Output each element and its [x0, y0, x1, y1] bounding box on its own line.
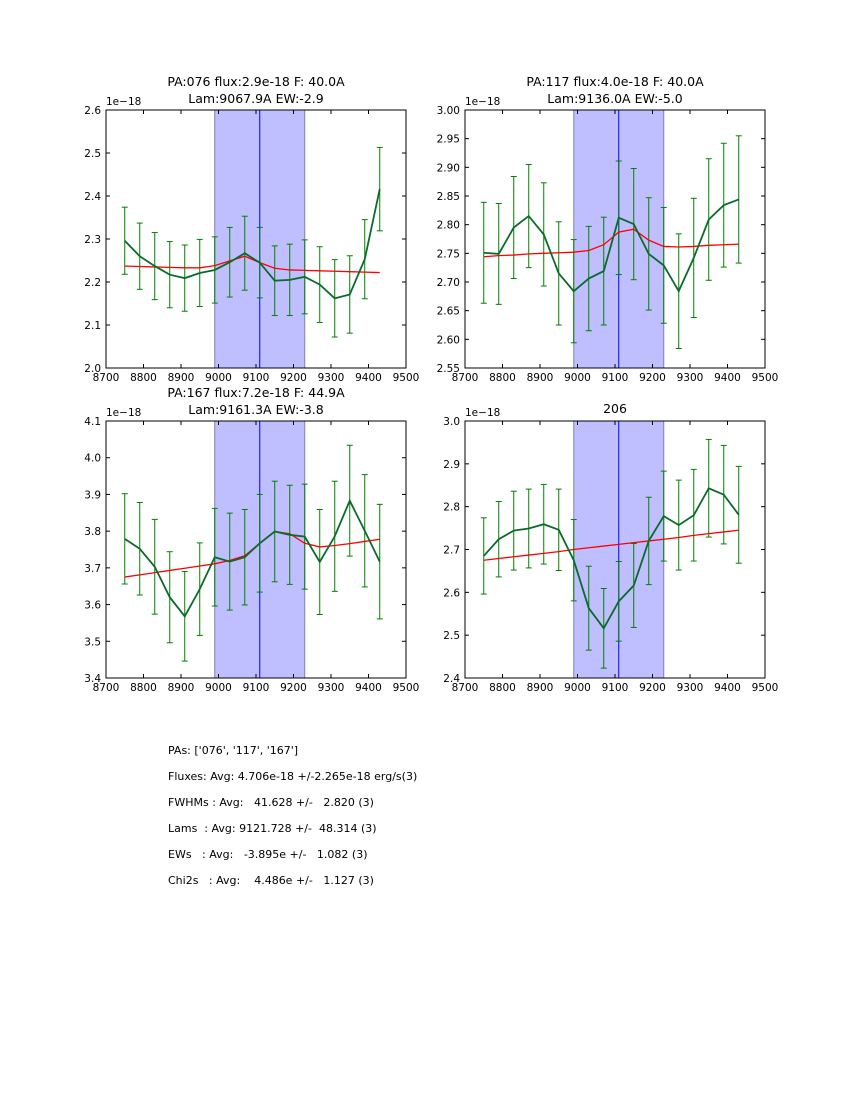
- x-tick-label: 9100: [243, 682, 270, 694]
- y-tick-label: 2.7: [443, 545, 460, 557]
- x-tick-label: 8800: [130, 372, 157, 384]
- x-tick-label: 9400: [355, 372, 382, 384]
- x-tick-label: 8900: [527, 372, 554, 384]
- x-tick-label: 9500: [393, 682, 420, 694]
- y-tick-label: 2.90: [437, 162, 460, 174]
- fit-line: [483, 228, 739, 258]
- panel-subtitle: Lam:9136.0A EW:-5.0: [547, 91, 682, 106]
- stats-chi2s: Chi2s : Avg: 4.486e +/- 1.127 (3): [168, 874, 374, 887]
- panel-title: PA:076 flux:2.9e-18 F: 40.0A: [167, 74, 345, 89]
- y-tick-label: 2.65: [437, 306, 460, 318]
- fit-line: [483, 529, 739, 561]
- x-tick-label: 9000: [564, 682, 591, 694]
- y-tick-label: 2.55: [437, 363, 460, 375]
- y-tick-label: 3.7: [84, 563, 101, 575]
- x-tick-label: 9000: [564, 372, 591, 384]
- y-tick-label: 3.9: [84, 489, 101, 501]
- y-tick-label: 3.5: [84, 636, 101, 648]
- y-tick-label: 2.8: [443, 502, 460, 514]
- panel-subtitle: Lam:9067.9A EW:-2.9: [188, 91, 323, 106]
- x-tick-label: 8800: [489, 372, 516, 384]
- y-tick-label: 3.00: [437, 105, 460, 117]
- stats-pas: PAs: ['076', '117', '167']: [168, 744, 299, 757]
- y-tick-label: 2.4: [84, 191, 101, 203]
- x-tick-label: 8700: [452, 372, 479, 384]
- x-tick-label: 9400: [714, 372, 741, 384]
- panel-title: PA:117 flux:4.0e-18 F: 40.0A: [526, 74, 704, 89]
- x-tick-label: 8800: [130, 682, 157, 694]
- y-tick-label: 2.80: [437, 220, 460, 232]
- x-tick-label: 8700: [93, 372, 120, 384]
- stats-fluxes: Fluxes: Avg: 4.706e-18 +/-2.265e-18 erg/…: [168, 770, 418, 783]
- panel-title: PA:167 flux:7.2e-18 F: 44.9A: [167, 385, 345, 400]
- x-tick-label: 9300: [677, 682, 704, 694]
- y-tick-label: 2.4: [443, 673, 460, 685]
- x-tick-label: 8700: [93, 682, 120, 694]
- spectrum-line: [483, 198, 740, 294]
- y-tick-label: 2.95: [437, 134, 460, 146]
- panel-3: 8700 8800 8900 9000 9100 9200 9300 9400 9500 3.4 3…: [84, 385, 419, 694]
- y-tick-label: 2.2: [84, 277, 101, 289]
- y-tick-label: 3.8: [84, 526, 101, 538]
- x-tick-label: 9300: [318, 682, 345, 694]
- y-offset-label: 1e−18: [465, 96, 500, 108]
- x-tick-label: 8900: [527, 682, 554, 694]
- spectrum-line: [124, 188, 381, 300]
- y-tick-label: 2.85: [437, 191, 460, 203]
- y-tick-label: 3.6: [84, 600, 101, 612]
- x-tick-label: 9300: [318, 372, 345, 384]
- y-tick-label: 2.0: [84, 363, 101, 375]
- x-tick-label: 8700: [452, 682, 479, 694]
- x-tick-label: 9000: [205, 682, 232, 694]
- x-tick-label: 9400: [714, 682, 741, 694]
- x-tick-label: 9300: [677, 372, 704, 384]
- x-tick-label: 9500: [752, 372, 779, 384]
- y-tick-label: 2.6: [84, 105, 101, 117]
- y-tick-label: 2.1: [84, 320, 101, 332]
- x-tick-label: 9400: [355, 682, 382, 694]
- x-tick-label: 8900: [168, 372, 195, 384]
- panel-title: 206: [603, 401, 627, 416]
- y-offset-label: 1e−18: [106, 96, 141, 108]
- x-tick-label: 9200: [639, 372, 666, 384]
- y-tick-label: 2.3: [84, 234, 101, 246]
- y-tick-label: 2.60: [437, 334, 460, 346]
- x-tick-label: 9100: [243, 372, 270, 384]
- y-tick-label: 3.4: [84, 673, 101, 685]
- y-offset-label: 1e−18: [465, 407, 500, 419]
- x-tick-label: 9500: [752, 682, 779, 694]
- x-tick-label: 8900: [168, 682, 195, 694]
- y-tick-label: 2.5: [84, 148, 101, 160]
- errorbar: [480, 517, 487, 595]
- summary-stats: PAs: ['076', '117', '167'] Fluxes: Avg: …: [168, 744, 417, 900]
- panel-subtitle: Lam:9161.3A EW:-3.8: [188, 402, 323, 417]
- y-tick-label: 2.5: [443, 630, 460, 642]
- x-tick-label: 9500: [393, 372, 420, 384]
- panel-2: 8700 8800 8900 9000 9100 9200 9300 9400 9500 2.55…: [437, 74, 779, 384]
- spectrum-line: [124, 498, 381, 618]
- stats-ews: EWs : Avg: -3.895e +/- 1.082 (3): [168, 848, 368, 861]
- y-tick-label: 2.70: [437, 277, 460, 289]
- x-tick-label: 9100: [602, 682, 629, 694]
- y-tick-label: 2.6: [443, 587, 460, 599]
- y-tick-label: 4.0: [84, 453, 101, 465]
- x-tick-label: 9200: [639, 682, 666, 694]
- fit-line: [124, 255, 380, 274]
- x-tick-label: 8800: [489, 682, 516, 694]
- stats-lams: Lams : Avg: 9121.728 +/- 48.314 (3): [168, 822, 377, 835]
- y-tick-label: 3.0: [443, 416, 460, 428]
- x-tick-label: 9200: [280, 372, 307, 384]
- panel-4: 8700 8800 8900 9000 9100 9200 9300 9400 9500 2.4 2…: [443, 401, 778, 694]
- x-tick-label: 9000: [205, 372, 232, 384]
- y-offset-label: 1e−18: [106, 407, 141, 419]
- y-tick-label: 4.1: [84, 416, 101, 428]
- x-tick-label: 9100: [602, 372, 629, 384]
- panel-1: 8700 8800 8900 9000 9100 9200 9300 9400 9500 2.0 2…: [84, 74, 419, 384]
- spectrum-line: [483, 487, 740, 630]
- y-tick-label: 2.75: [437, 248, 460, 260]
- stats-fwhms: FWHMs : Avg: 41.628 +/- 2.820 (3): [168, 796, 374, 809]
- x-tick-label: 9200: [280, 682, 307, 694]
- y-tick-label: 2.9: [443, 459, 460, 471]
